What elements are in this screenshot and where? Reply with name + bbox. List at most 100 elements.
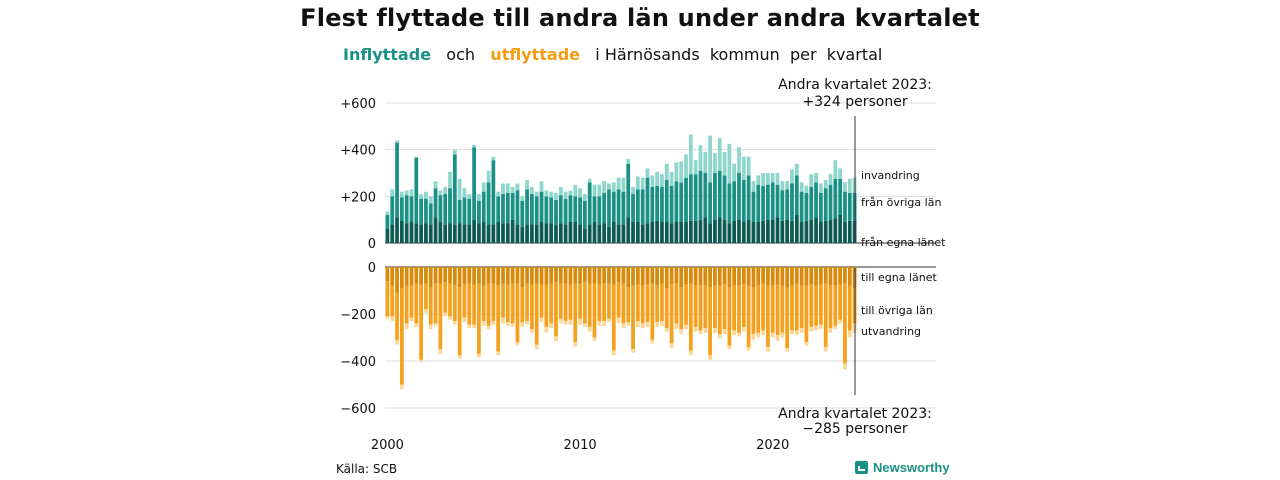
bar-out-own: [525, 267, 529, 284]
bar-out-own: [660, 267, 664, 284]
bar-in-other: [621, 191, 626, 225]
bar-in-own: [703, 217, 708, 243]
bar-in-immig: [799, 182, 804, 192]
bar-out-own: [477, 267, 481, 284]
bar-in-immig: [780, 181, 785, 191]
bar-out-emig: [688, 350, 693, 356]
bar-out-other: [655, 285, 659, 323]
bar-in-other: [838, 178, 843, 215]
bar-in-immig: [520, 196, 525, 201]
x-tick-label: 2020: [756, 438, 789, 453]
bar-in-immig: [722, 152, 727, 176]
bar-in-immig: [616, 177, 621, 190]
gridlines: [385, 102, 936, 409]
bar-in-other: [660, 187, 664, 222]
bar-out-other: [563, 283, 568, 322]
bar-out-other: [583, 282, 587, 324]
bar-in-own: [708, 223, 712, 243]
bar-out-own: [703, 267, 708, 286]
y-tick-label-top: +400: [340, 144, 376, 159]
bar-out-emig: [794, 330, 799, 336]
bar-in-immig: [838, 168, 843, 179]
bar-out-emig: [462, 317, 467, 323]
bar-in-own: [448, 223, 452, 243]
bar-out-other: [727, 286, 732, 346]
bar-in-immig: [847, 178, 852, 193]
bar-out-own: [520, 267, 525, 287]
bar-out-own: [414, 267, 419, 284]
y-tick-label-top: +200: [340, 190, 376, 205]
bar-in-other: [443, 194, 448, 225]
bar-in-immig: [525, 180, 529, 190]
bar-out-other: [626, 286, 631, 323]
bar-out-other: [443, 282, 448, 313]
series-label-out: till egna länet: [861, 271, 937, 284]
bar-out-emig: [477, 353, 481, 358]
bar-in-immig: [833, 160, 838, 179]
bar-out-own: [833, 267, 838, 286]
bar-in-own: [732, 220, 737, 243]
bar-in-own: [592, 222, 597, 243]
bar-out-emig: [587, 326, 592, 332]
bar-in-own: [404, 223, 409, 243]
bar-in-other: [833, 178, 838, 219]
bar-in-other: [766, 184, 770, 220]
bar-out-own: [626, 267, 631, 287]
bar-in-own: [563, 224, 568, 243]
subtitle-and-label: och: [446, 45, 476, 64]
bar-out-emig: [578, 318, 582, 325]
subtitle-inflow-label: Inflyttade: [343, 45, 432, 64]
bar-in-other: [525, 189, 529, 225]
series-label-out: till övriga län: [861, 304, 933, 317]
bar-out-own: [722, 267, 727, 285]
bar-out-emig: [520, 322, 525, 327]
bar-in-immig: [674, 162, 679, 182]
bar-out-emig: [554, 336, 558, 342]
bar-out-emig: [607, 318, 611, 323]
bar-out-other: [703, 285, 708, 329]
bar-in-immig: [814, 173, 818, 183]
bar-in-own: [597, 224, 602, 243]
bar-in-immig: [583, 194, 587, 201]
bar-out-own: [462, 267, 467, 285]
bar-in-own: [790, 220, 794, 243]
bar-out-own: [655, 267, 659, 286]
newsworthy-logo[interactable]: Newsworthy: [855, 460, 950, 475]
bar-out-own: [505, 267, 510, 285]
bar-in-own: [631, 222, 635, 243]
bar-out-emig: [510, 323, 515, 327]
bar-in-immig: [563, 191, 568, 199]
bar-out-other: [698, 285, 703, 331]
bar-in-other: [539, 191, 544, 222]
bar-out-own: [558, 267, 563, 284]
bar-in-other: [756, 184, 761, 222]
bar-in-own: [399, 220, 404, 243]
bar-in-immig: [587, 178, 592, 183]
bar-in-own: [544, 223, 549, 243]
bar-out-own: [713, 267, 717, 286]
bar-out-other: [708, 286, 712, 356]
bar-out-own: [530, 267, 534, 285]
bar-in-own: [664, 222, 669, 243]
bar-in-immig: [534, 191, 539, 197]
bar-in-own: [539, 222, 544, 243]
bar-in-own: [607, 226, 611, 243]
bar-out-other: [477, 283, 481, 354]
bar-out-other: [640, 285, 645, 324]
bar-in-own: [602, 223, 607, 243]
bar-in-own: [727, 223, 732, 243]
bar-out-other: [491, 283, 496, 322]
bar-out-emig: [544, 326, 549, 333]
bar-in-other: [462, 197, 467, 225]
brand-name: Newsworthy: [873, 460, 950, 475]
bar-out-emig: [611, 350, 616, 356]
bar-out-other: [390, 285, 395, 317]
bar-out-emig: [549, 323, 554, 329]
bar-out-other: [395, 292, 399, 340]
bar-out-emig: [732, 330, 737, 336]
y-tick-label-bottom: −400: [340, 355, 376, 370]
bar-in-immig: [698, 145, 703, 171]
bar-out-emig: [664, 328, 669, 332]
bar-out-emig: [775, 335, 780, 342]
bar-in-immig: [611, 182, 616, 192]
